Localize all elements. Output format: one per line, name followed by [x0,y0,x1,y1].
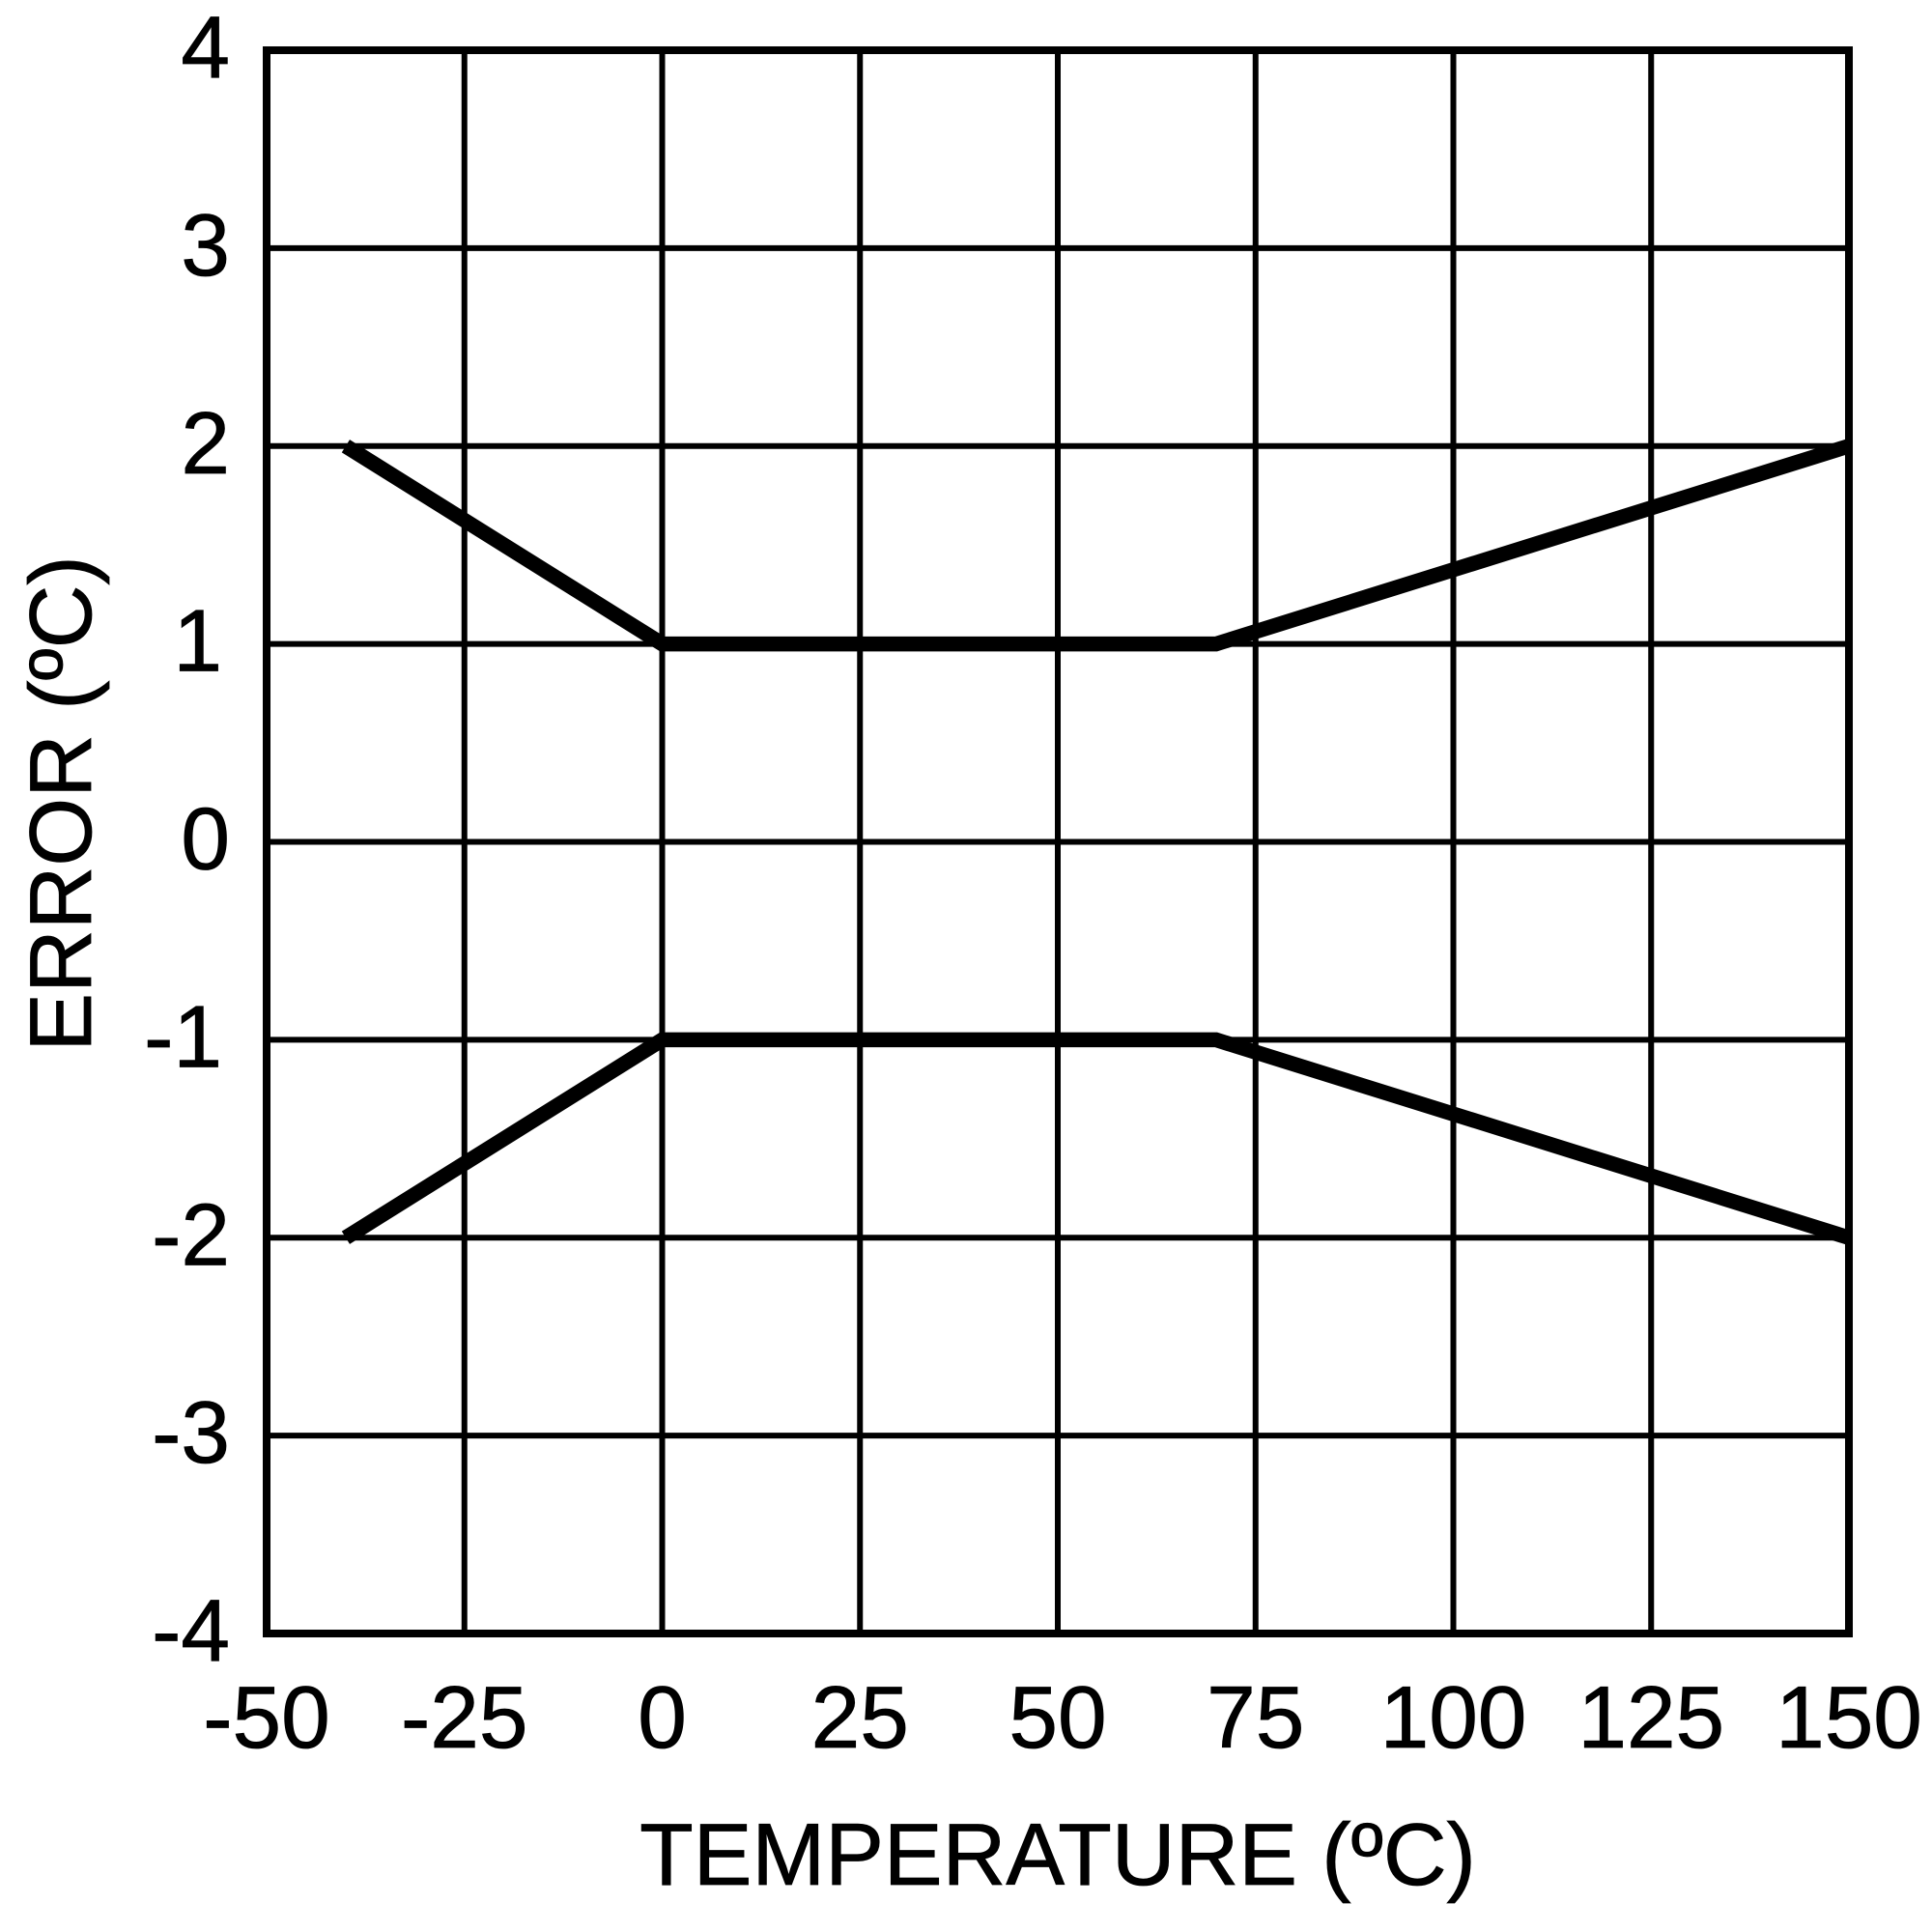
svg-text:1: 1 [173,593,222,691]
svg-text:-50: -50 [203,1669,330,1767]
svg-text:-2: -2 [152,1186,230,1284]
svg-text:50: 50 [1009,1669,1106,1767]
svg-text:-3: -3 [152,1384,230,1482]
svg-text:4: 4 [181,0,230,97]
svg-text:125: 125 [1577,1669,1724,1767]
svg-text:25: 25 [811,1669,909,1767]
svg-text:TEMPERATURE (ºC): TEMPERATURE (ºC) [639,1806,1476,1904]
svg-text:150: 150 [1776,1669,1922,1767]
svg-text:-25: -25 [401,1669,528,1767]
svg-text:0: 0 [181,791,230,889]
svg-text:100: 100 [1380,1669,1527,1767]
svg-text:0: 0 [638,1669,687,1767]
svg-text:3: 3 [181,197,230,295]
svg-text:-1: -1 [144,988,222,1086]
svg-text:75: 75 [1207,1669,1304,1767]
svg-text:ERROR (ºC): ERROR (ºC) [13,555,110,1051]
svg-text:-4: -4 [152,1582,230,1680]
svg-text:2: 2 [181,395,230,493]
